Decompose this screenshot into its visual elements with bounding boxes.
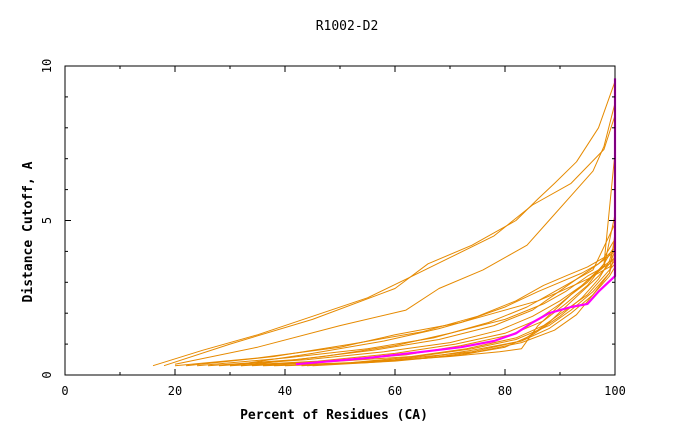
series-line-model-3 xyxy=(174,102,616,365)
x-tick-label: 0 xyxy=(61,384,68,398)
x-tick-label: 80 xyxy=(498,384,512,398)
axes-layer: 0 20 40 60 80 100 0 5 10 xyxy=(40,59,626,398)
series-line-model-1 xyxy=(152,115,616,367)
x-axis-label: Percent of Residues (CA) xyxy=(240,408,428,423)
x-tick-label: 40 xyxy=(278,384,292,398)
y-tick-label: 0 xyxy=(40,371,54,378)
y-tick-label: 5 xyxy=(40,217,54,224)
series-line-model-6 xyxy=(196,223,616,367)
x-tick-label: 20 xyxy=(168,384,182,398)
y-tick-label: 10 xyxy=(40,59,54,73)
series-layer xyxy=(152,78,617,367)
series-line-model-11 xyxy=(251,263,616,367)
series-line-highlight xyxy=(295,78,617,366)
series-line-model-10 xyxy=(240,152,616,367)
series-line-model-5 xyxy=(185,238,616,367)
plot-frame xyxy=(64,65,616,376)
x-tick-label: 60 xyxy=(388,384,402,398)
series-line-model-17 xyxy=(229,260,616,367)
series-line-model-2 xyxy=(163,81,616,367)
x-tick-label: 100 xyxy=(604,384,626,398)
series-line-model-19 xyxy=(306,251,616,367)
y-axis-label: Distance Cutoff, A xyxy=(21,161,36,302)
series-line-model-18 xyxy=(240,257,616,367)
chart-title: R1002-D2 xyxy=(316,19,379,34)
